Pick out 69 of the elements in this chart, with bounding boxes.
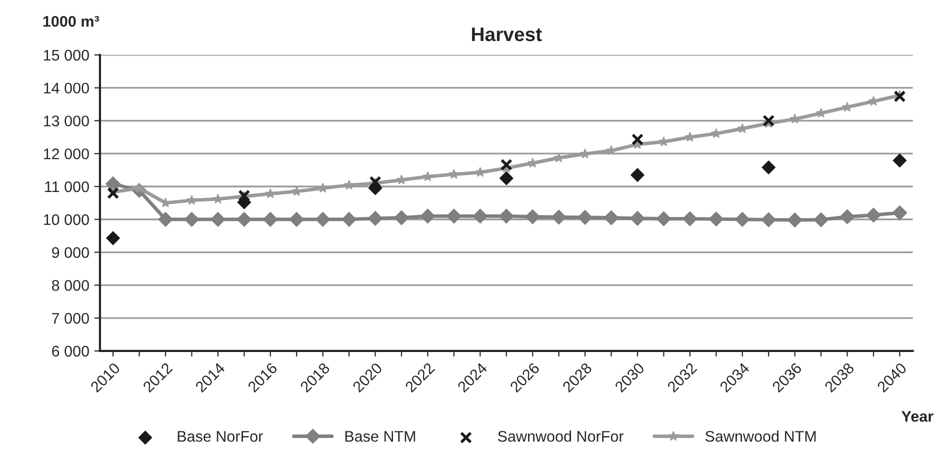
y-tick-label: 10 000 — [44, 214, 89, 226]
y-tick-label: 13 000 — [44, 116, 89, 126]
point — [551, 210, 566, 224]
point — [263, 212, 278, 227]
y-axis-title: 1000 m³ — [43, 16, 100, 27]
point — [342, 212, 356, 227]
point — [892, 154, 907, 168]
point — [394, 210, 409, 226]
point — [396, 174, 407, 184]
point — [840, 209, 855, 224]
point — [160, 198, 171, 208]
point — [472, 208, 488, 224]
y-tick-label: 11 000 — [45, 181, 89, 192]
point — [498, 208, 514, 224]
point — [656, 211, 672, 226]
x-axis-title: Year — [902, 411, 934, 422]
point — [580, 148, 590, 158]
point — [630, 168, 644, 182]
point — [892, 205, 908, 220]
point — [289, 212, 304, 227]
point — [604, 210, 619, 226]
chart-title: Harvest — [472, 28, 542, 42]
point — [866, 208, 881, 222]
point — [210, 212, 226, 227]
point — [107, 187, 120, 200]
point — [761, 212, 776, 228]
point — [420, 208, 436, 224]
point — [787, 212, 802, 228]
point — [734, 212, 750, 227]
point — [762, 114, 775, 127]
point — [708, 212, 724, 226]
point — [315, 212, 330, 227]
point — [106, 176, 120, 192]
point — [368, 211, 383, 226]
point — [448, 168, 460, 179]
y-tick-label: 8 000 — [52, 280, 89, 291]
y-tick-label: 9 000 — [52, 247, 89, 258]
point — [106, 231, 120, 246]
point — [158, 212, 173, 227]
legend-label: Sawnwood NorFor — [498, 430, 624, 442]
point — [291, 186, 302, 196]
point — [446, 208, 462, 224]
point — [630, 211, 645, 226]
point — [525, 209, 540, 224]
point — [842, 102, 852, 112]
point — [578, 210, 592, 225]
point — [186, 194, 197, 205]
legend-label: Sawnwood NTM — [705, 430, 816, 442]
point — [500, 158, 512, 171]
point — [422, 171, 433, 182]
point — [236, 212, 252, 227]
point — [631, 133, 644, 146]
point — [762, 160, 776, 174]
legend-label: Base NorFor — [178, 431, 263, 442]
y-tick-label: 14 000 — [44, 82, 89, 94]
point — [894, 90, 906, 102]
y-tick-label: 7 000 — [52, 312, 89, 324]
y-tick-label: 12 000 — [44, 148, 89, 160]
y-tick-label: 15 000 — [44, 50, 89, 61]
point — [184, 212, 200, 227]
y-tick-label: 6 000 — [52, 346, 89, 357]
point — [682, 211, 698, 226]
legend-label: Base NTM — [345, 431, 416, 442]
point — [790, 114, 800, 124]
point — [344, 180, 354, 190]
point — [814, 212, 828, 228]
point — [499, 171, 514, 186]
point — [554, 152, 564, 162]
point — [265, 188, 276, 198]
